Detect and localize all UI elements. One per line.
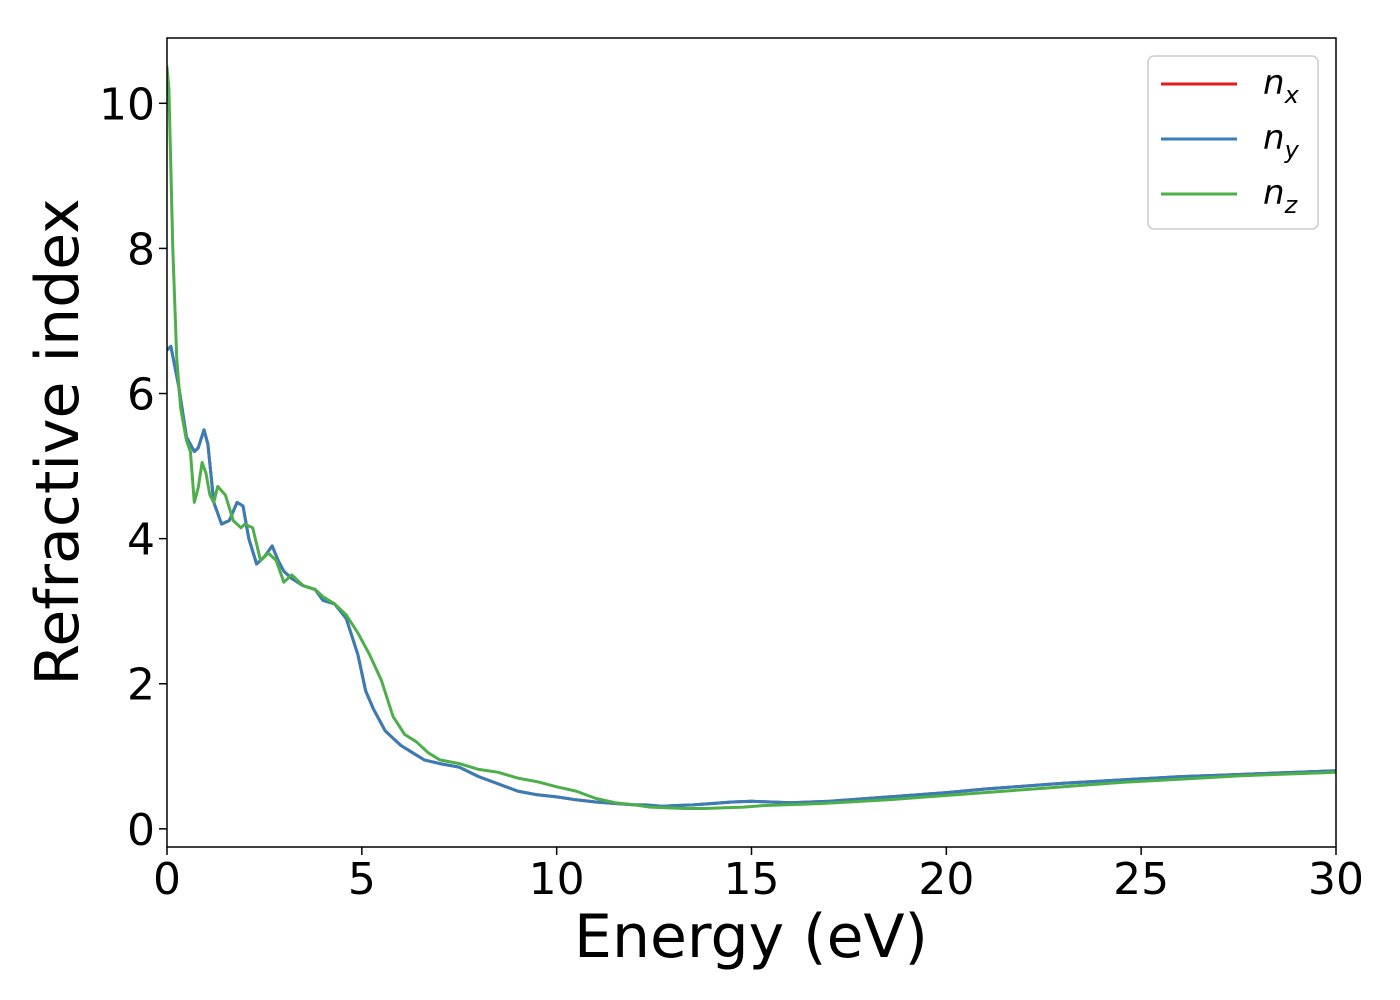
x-tick-label: 30: [1308, 854, 1364, 905]
y-tick-label: 8: [127, 224, 155, 275]
series-line-z: [167, 65, 1336, 810]
legend-label-x: nx: [1263, 63, 1300, 109]
series-line-y: [167, 344, 1336, 808]
x-tick-label: 15: [724, 854, 780, 905]
y-axis-title: Refractive index: [23, 198, 93, 685]
x-tick-label: 5: [348, 854, 376, 905]
y-tick-label: 10: [99, 79, 155, 130]
y-tick-label: 0: [127, 805, 155, 856]
series-line-x: [167, 344, 1336, 808]
x-tick-label: 20: [918, 854, 974, 905]
x-tick-label: 25: [1113, 854, 1169, 905]
x-tick-label: 0: [153, 854, 181, 905]
legend-label-y: ny: [1263, 118, 1300, 164]
y-tick-label: 2: [127, 660, 155, 711]
x-tick-label: 10: [529, 854, 585, 905]
legend-box: [1147, 55, 1319, 230]
legend-label-z: nz: [1263, 173, 1299, 219]
x-axis-title: Energy (eV): [574, 902, 928, 972]
ticks-layer: 0 5 10 15 20 25 30 0 2 4 6 8 10: [99, 79, 1364, 905]
y-tick-label: 4: [127, 515, 155, 566]
y-tick-label: 6: [127, 370, 155, 421]
legend: nx ny nz: [1147, 55, 1319, 230]
series-layer: [167, 65, 1336, 810]
